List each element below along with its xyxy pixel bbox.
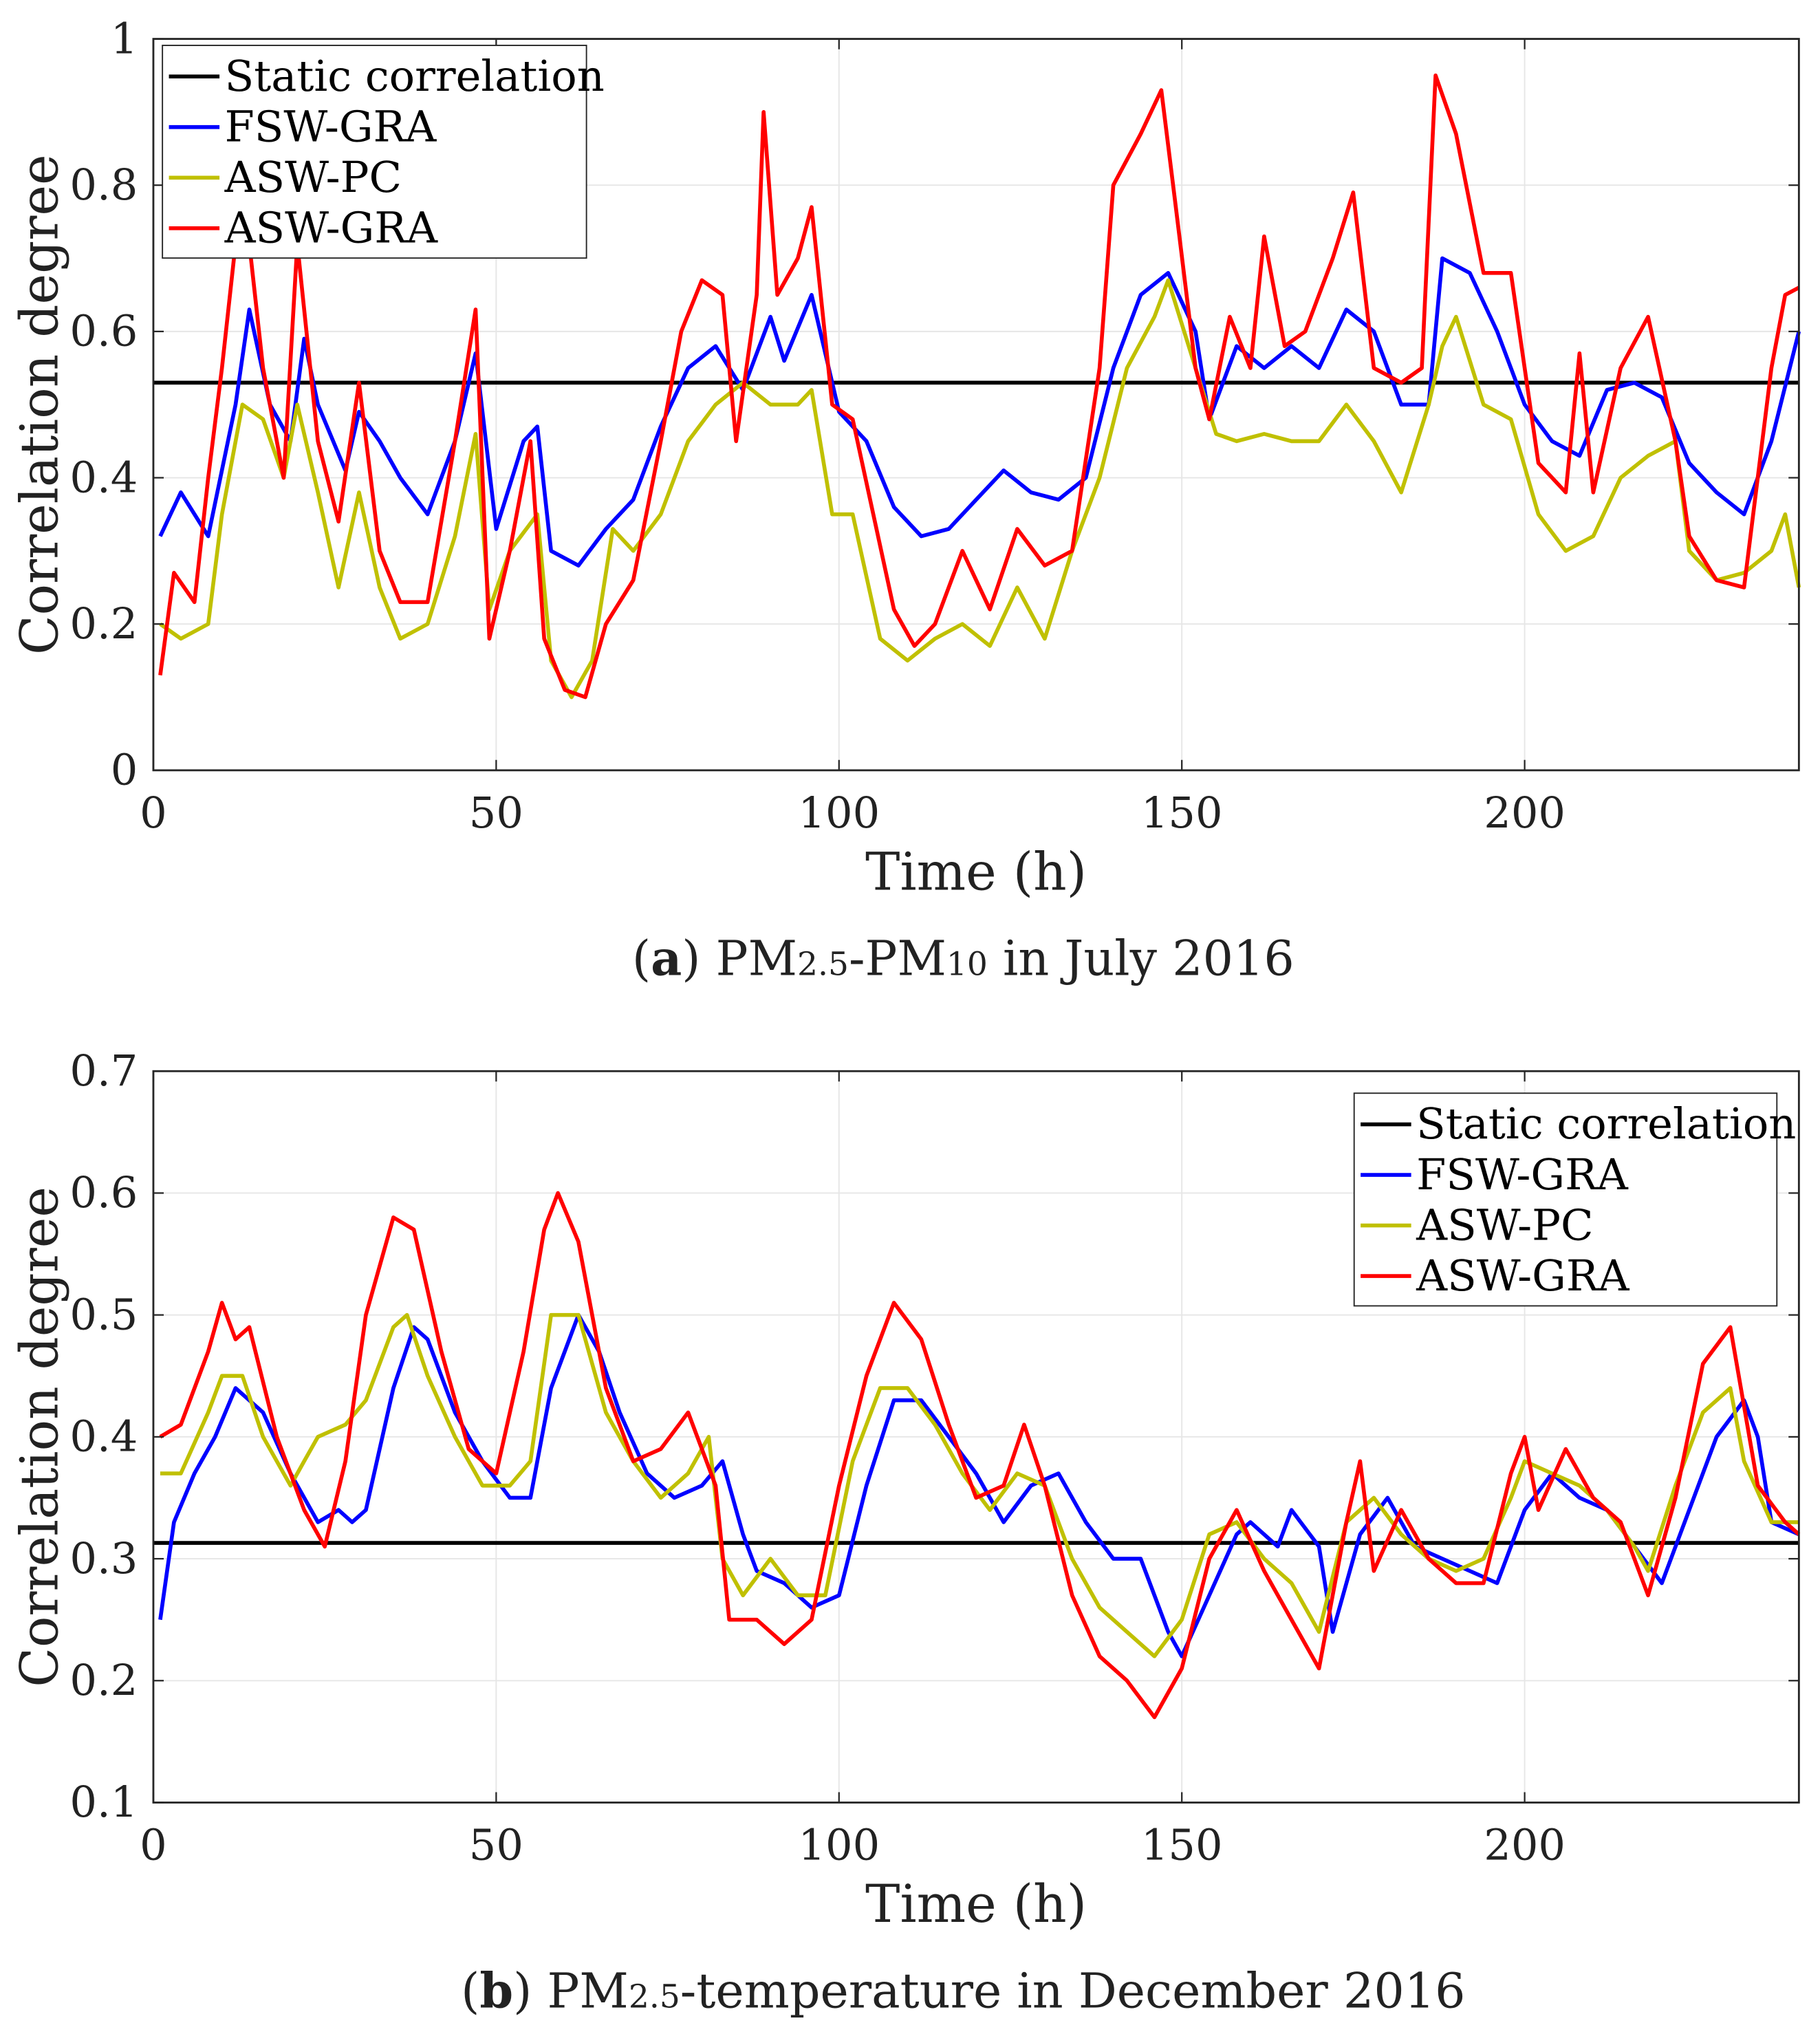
x-tick-label: 150 (1141, 1819, 1223, 1870)
legend-label: Static correlation (225, 51, 605, 101)
x-tick-label: 50 (469, 1819, 523, 1870)
caption-part: 2.5 (797, 946, 849, 984)
series-line-asw-pc (160, 1312, 1799, 1658)
x-tick-label: 200 (1484, 1819, 1566, 1870)
series-line-asw-gra (158, 73, 1800, 700)
y-tick-label: 0.2 (69, 598, 138, 649)
caption-part: 10 (946, 946, 988, 984)
series-line-fsw-gra (158, 1312, 1800, 1658)
legend-label: ASW-PC (224, 152, 402, 202)
x-tick-label: 0 (140, 788, 167, 838)
x-tick-label: 100 (798, 788, 880, 838)
y-tick-label: 0.6 (69, 306, 138, 356)
x-tick-label: 150 (1141, 788, 1223, 838)
figure-caption: (a) PM2.5-PM10 in July 2016 (632, 931, 1294, 987)
y-tick-label: 0.1 (69, 1777, 138, 1827)
x-axis-label: Time (h) (865, 1874, 1087, 1934)
caption-part: ( (632, 931, 651, 987)
chart-panel-a: 0 50 100 150 200 0 0.2 0.4 0.6 0.8 1 Time (h) Correl… (9, 13, 1801, 987)
y-tick-label: 0.4 (69, 452, 138, 502)
y-tick-label: 0.6 (69, 1167, 138, 1218)
series-line-asw-pc (159, 278, 1801, 700)
y-tick-label: 0.2 (69, 1655, 138, 1705)
caption-part: in July 2016 (988, 931, 1294, 987)
caption-part: 2.5 (629, 1978, 680, 2015)
x-axis-label: Time (h) (865, 841, 1087, 902)
legend-label: ASW-GRA (1416, 1251, 1629, 1301)
caption-part: ) PM (682, 931, 797, 987)
legend-label: ASW-GRA (224, 203, 438, 253)
legend-box (1353, 1092, 1778, 1307)
caption-part: -PM (849, 931, 946, 987)
caption-part: ( (461, 1963, 479, 2019)
series-line-asw-gra (159, 1191, 1801, 1720)
y-tick-label: 1 (111, 13, 138, 63)
caption-part: -temperature in December 2016 (680, 1963, 1466, 2019)
caption-part: ) PM (513, 1963, 629, 2019)
legend-label: ASW-PC (1416, 1200, 1593, 1250)
x-tick-label: 200 (1484, 788, 1566, 838)
y-tick-label: 0 (111, 745, 138, 795)
legend-label: Static correlation (1416, 1099, 1796, 1149)
y-tick-label: 0.5 (69, 1289, 138, 1339)
axes-box (152, 38, 1800, 772)
x-tick-label: 50 (469, 788, 523, 838)
caption-part: a (651, 931, 682, 987)
y-tick-label: 0.8 (69, 160, 138, 210)
x-tick-label: 100 (798, 1819, 880, 1870)
y-tick-label: 0.4 (69, 1411, 138, 1462)
legend-label: FSW-GRA (1416, 1149, 1629, 1200)
legend-label: FSW-GRA (225, 101, 437, 151)
x-tick-label: 0 (140, 1819, 167, 1870)
chart-panel-b: 0 50 100 150 200 0.1 0.2 0.3 0.4 0.5 0.6 0.7 Time (h… (9, 1046, 1801, 2019)
series-line-fsw-gra (158, 256, 1801, 567)
y-axis-label: Correlation degree (9, 1187, 69, 1687)
caption-part: b (479, 1963, 513, 2019)
y-tick-label: 0.3 (69, 1533, 138, 1583)
figure-caption: (b) PM2.5-temperature in December 2016 (461, 1963, 1465, 2019)
y-tick-label: 0.7 (69, 1046, 138, 1096)
y-axis-label: Correlation degree (9, 154, 69, 655)
legend-box (162, 45, 587, 259)
